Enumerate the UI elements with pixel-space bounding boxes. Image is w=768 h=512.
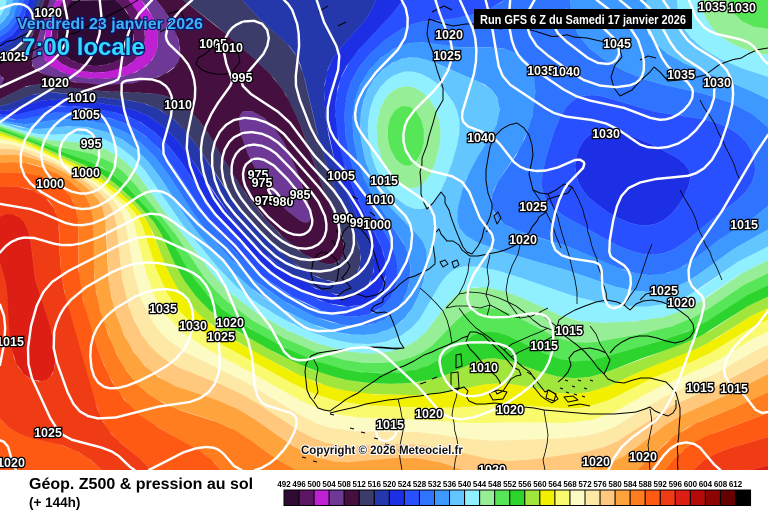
svg-text:1000: 1000 <box>72 166 100 180</box>
svg-text:1025: 1025 <box>519 200 547 214</box>
svg-text:975: 975 <box>252 176 273 190</box>
svg-text:552: 552 <box>503 480 517 489</box>
svg-text:612: 612 <box>729 480 743 489</box>
svg-text:1045: 1045 <box>603 37 631 51</box>
svg-text:(+ 144h): (+ 144h) <box>29 495 80 510</box>
svg-text:548: 548 <box>488 480 502 489</box>
svg-text:Run GFS 6 Z du Samedi 17 janvi: Run GFS 6 Z du Samedi 17 janvier 2026 <box>480 13 686 27</box>
svg-text:532: 532 <box>428 480 442 489</box>
svg-text:1040: 1040 <box>467 131 495 145</box>
svg-text:1015: 1015 <box>370 174 398 188</box>
svg-text:536: 536 <box>443 480 457 489</box>
svg-text:1025: 1025 <box>433 49 461 63</box>
svg-text:1025: 1025 <box>0 50 28 64</box>
svg-text:1010: 1010 <box>470 361 498 375</box>
svg-text:975: 975 <box>248 168 269 182</box>
svg-text:568: 568 <box>563 480 577 489</box>
svg-text:Copyright © 2026 Meteociel.fr: Copyright © 2026 Meteociel.fr <box>301 445 463 457</box>
svg-text:1035: 1035 <box>149 302 177 316</box>
svg-text:576: 576 <box>593 480 607 489</box>
svg-text:1015: 1015 <box>730 218 758 232</box>
svg-text:990: 990 <box>333 212 354 226</box>
svg-text:592: 592 <box>654 480 668 489</box>
svg-text:608: 608 <box>714 480 728 489</box>
svg-text:1015: 1015 <box>0 335 24 349</box>
svg-text:528: 528 <box>413 480 427 489</box>
svg-text:1020: 1020 <box>415 407 443 421</box>
svg-text:995: 995 <box>81 137 102 151</box>
svg-text:1020: 1020 <box>629 450 657 464</box>
svg-text:1020: 1020 <box>509 233 537 247</box>
svg-text:1030: 1030 <box>592 127 620 141</box>
svg-text:1005: 1005 <box>199 37 227 51</box>
svg-text:1005: 1005 <box>72 108 100 122</box>
svg-text:600: 600 <box>684 480 698 489</box>
svg-text:524: 524 <box>398 480 412 489</box>
svg-text:1010: 1010 <box>164 98 192 112</box>
svg-text:1015: 1015 <box>686 381 714 395</box>
svg-text:1000: 1000 <box>36 177 64 191</box>
svg-text:7:00 locale: 7:00 locale <box>22 34 145 61</box>
svg-text:588: 588 <box>639 480 653 489</box>
svg-text:500: 500 <box>307 480 321 489</box>
svg-text:995: 995 <box>232 71 253 85</box>
svg-text:1020: 1020 <box>478 463 506 477</box>
svg-text:560: 560 <box>533 480 547 489</box>
svg-text:980: 980 <box>273 195 294 209</box>
svg-text:512: 512 <box>353 480 367 489</box>
svg-text:1020: 1020 <box>667 296 695 310</box>
svg-text:1030: 1030 <box>179 319 207 333</box>
svg-text:520: 520 <box>383 480 397 489</box>
svg-text:985: 985 <box>290 188 311 202</box>
svg-text:Géop. Z500 & pression au sol: Géop. Z500 & pression au sol <box>29 476 253 493</box>
svg-text:604: 604 <box>699 480 713 489</box>
svg-text:1005: 1005 <box>327 169 355 183</box>
svg-text:556: 556 <box>518 480 532 489</box>
svg-text:1020: 1020 <box>41 76 69 90</box>
svg-text:596: 596 <box>669 480 683 489</box>
svg-text:1010: 1010 <box>215 41 243 55</box>
svg-text:1025: 1025 <box>34 426 62 440</box>
svg-text:492: 492 <box>277 480 291 489</box>
svg-text:1030: 1030 <box>703 76 731 90</box>
svg-text:1035: 1035 <box>527 64 555 78</box>
svg-text:1020: 1020 <box>435 28 463 42</box>
svg-text:1025: 1025 <box>207 330 235 344</box>
svg-text:584: 584 <box>624 480 638 489</box>
svg-text:580: 580 <box>608 480 622 489</box>
svg-text:1020: 1020 <box>0 456 25 470</box>
svg-text:572: 572 <box>578 480 592 489</box>
svg-text:504: 504 <box>322 480 336 489</box>
svg-text:1025: 1025 <box>650 284 678 298</box>
svg-text:1015: 1015 <box>530 339 558 353</box>
svg-text:516: 516 <box>368 480 382 489</box>
svg-text:508: 508 <box>338 480 352 489</box>
svg-text:995: 995 <box>350 216 371 230</box>
svg-text:1030: 1030 <box>728 1 756 15</box>
svg-text:544: 544 <box>473 480 487 489</box>
svg-text:1020: 1020 <box>496 403 524 417</box>
svg-text:1020: 1020 <box>34 6 62 20</box>
svg-text:1010: 1010 <box>68 91 96 105</box>
svg-text:564: 564 <box>548 480 562 489</box>
svg-text:1015: 1015 <box>720 382 748 396</box>
svg-text:540: 540 <box>458 480 472 489</box>
svg-text:1035: 1035 <box>667 68 695 82</box>
svg-text:496: 496 <box>292 480 306 489</box>
svg-text:1020: 1020 <box>216 316 244 330</box>
svg-text:Vendredi 23 janvier 2026: Vendredi 23 janvier 2026 <box>17 16 203 33</box>
svg-text:1035: 1035 <box>698 0 726 14</box>
svg-text:1040: 1040 <box>552 65 580 79</box>
svg-text:975: 975 <box>255 194 276 208</box>
svg-text:1010: 1010 <box>366 193 394 207</box>
svg-text:1015: 1015 <box>555 324 583 338</box>
svg-text:1000: 1000 <box>363 218 391 232</box>
svg-text:1020: 1020 <box>582 455 610 469</box>
svg-text:1015: 1015 <box>376 418 404 432</box>
